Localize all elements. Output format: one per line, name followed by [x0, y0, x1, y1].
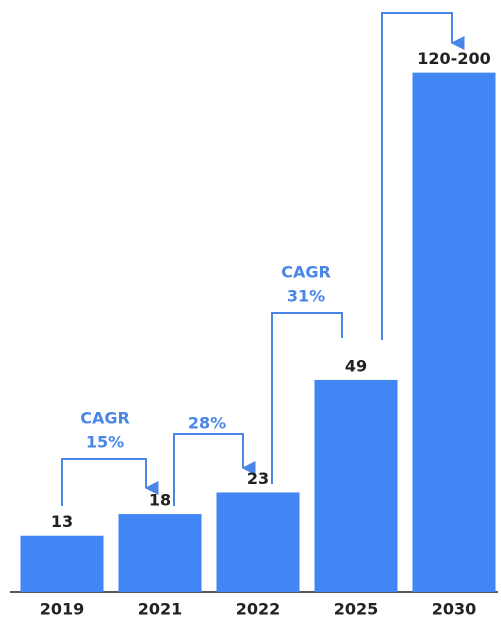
bar [216, 492, 300, 592]
growth-arrow [61, 458, 159, 506]
x-tick-label: 2019 [40, 600, 85, 619]
bar [20, 535, 104, 592]
annotation: 28% [188, 414, 226, 433]
value-label: 13 [51, 512, 73, 531]
x-tick-label: 2030 [432, 600, 477, 619]
annotation: 31% [287, 287, 325, 306]
bar [412, 72, 496, 592]
growth-arrow [173, 433, 256, 506]
bar [118, 514, 202, 592]
value-label: 49 [345, 356, 367, 375]
annotation: CAGR [80, 409, 130, 428]
growth-arrow [271, 312, 343, 484]
value-label: 18 [149, 491, 171, 510]
growth-arrow [381, 12, 465, 340]
annotation: CAGR [281, 263, 331, 282]
value-label: 120-200 [417, 49, 490, 68]
x-tick-label: 2025 [334, 600, 379, 619]
value-label: 23 [247, 469, 269, 488]
x-tick-label: 2022 [236, 600, 281, 619]
bar [314, 379, 398, 592]
annotation: 15% [86, 433, 124, 452]
x-tick-label: 2021 [138, 600, 183, 619]
